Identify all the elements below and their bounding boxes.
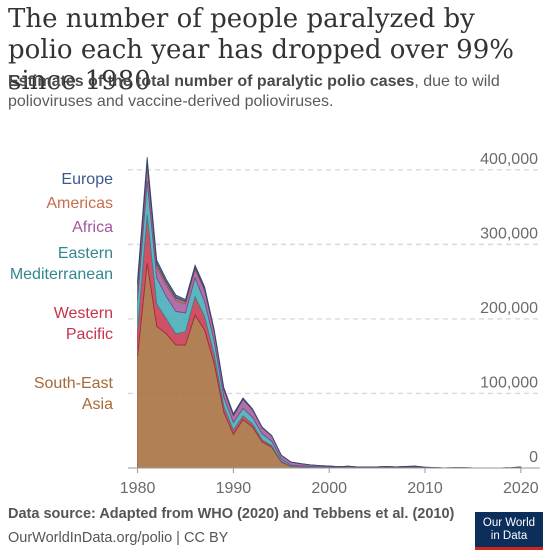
- legend-label-eastern-mediterranean: Eastern: [58, 245, 113, 262]
- y-tick-label: 100,000: [480, 374, 538, 391]
- source-link[interactable]: OurWorldInData.org/polio | CC BY: [8, 530, 229, 546]
- logo-line1: Our World: [482, 516, 536, 529]
- x-tick-label: 2000: [311, 480, 347, 497]
- y-tick-label: 300,000: [480, 225, 538, 242]
- legend-label-africa: Africa: [72, 219, 113, 236]
- y-axis-ticks: 0 100,000 200,000 300,000 400,000: [480, 151, 538, 466]
- y-tick-label: 400,000: [480, 151, 538, 168]
- legend-label-western-pacific: Western: [54, 305, 113, 322]
- data-source: Data source: Adapted from WHO (2020) and…: [8, 506, 455, 522]
- y-tick-label: 0: [529, 449, 538, 466]
- area-chart: 0 100,000 200,000 300,000 400,000 1980 1990 20…: [10, 151, 540, 497]
- area-europe: [137, 157, 521, 469]
- legend-label-south-east-asia: Asia: [82, 396, 113, 413]
- y-tick-label: 200,000: [480, 300, 538, 317]
- owid-logo[interactable]: Our World in Data: [475, 512, 543, 550]
- chart-title: The number of people paralyzed by polio …: [8, 4, 514, 96]
- legend-label-americas: Americas: [46, 195, 113, 212]
- legend-label-western-pacific: Pacific: [66, 326, 113, 343]
- x-axis: 1980 1990 2000 2010 2020: [120, 467, 540, 497]
- x-tick-label: 2020: [503, 480, 539, 497]
- x-tick-label: 2010: [407, 480, 443, 497]
- subtitle-rest: , due to wild polioviruses and vaccine-d…: [8, 73, 500, 110]
- legend: Europe Americas Africa Eastern Mediterranean…: [10, 171, 114, 413]
- stacked-areas: [137, 157, 522, 469]
- gridlines: [128, 169, 540, 395]
- logo-line2: in Data: [490, 529, 528, 542]
- legend-label-europe: Europe: [61, 171, 113, 188]
- legend-label-south-east-asia: South-East: [34, 375, 114, 392]
- x-tick-label: 1990: [216, 480, 252, 497]
- subtitle-bold: Estimates of the total number of paralyt…: [8, 73, 415, 90]
- legend-label-eastern-mediterranean: Mediterranean: [10, 266, 113, 283]
- x-tick-label: 1980: [120, 480, 156, 497]
- chart-subtitle: Estimates of the total number of paralyt…: [8, 72, 543, 112]
